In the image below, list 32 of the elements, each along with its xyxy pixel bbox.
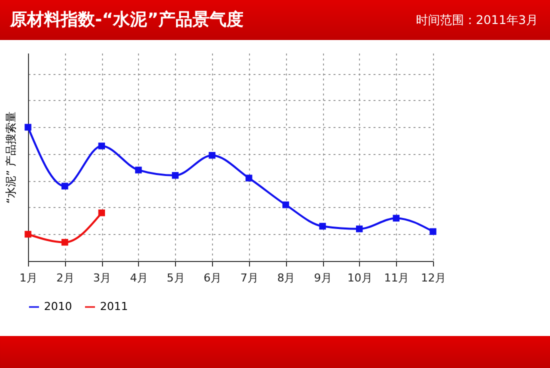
x-tick-label: 8月 xyxy=(277,272,296,284)
point xyxy=(208,152,216,159)
x-tick-label: 2月 xyxy=(56,272,74,284)
point xyxy=(61,182,68,190)
point xyxy=(246,174,252,182)
x-tick-label: 11月 xyxy=(384,272,410,284)
chart-title: 原材料指数-“水泥”产品景气度 xyxy=(10,9,244,31)
point xyxy=(282,201,290,208)
legend-label: 2011 xyxy=(100,300,128,313)
point xyxy=(24,124,32,131)
x-tick-label: 4月 xyxy=(130,272,148,284)
x-tick-label: 10月 xyxy=(347,272,372,284)
x-tick-label: 7月 xyxy=(240,272,258,284)
point xyxy=(24,230,32,238)
point xyxy=(61,238,68,246)
point xyxy=(135,166,142,174)
legend-label: 2010 xyxy=(44,300,72,313)
text: 时间范围：2011年3月 xyxy=(416,12,538,29)
point xyxy=(430,228,436,235)
x-tick-label: 9月 xyxy=(314,272,332,284)
x-tick-label: 12月 xyxy=(421,272,446,284)
point xyxy=(98,142,105,150)
x-tick-label: 6月 xyxy=(204,272,222,284)
point xyxy=(356,226,363,232)
x-tick-label: 5月 xyxy=(166,272,185,284)
x-tick-label: 1月 xyxy=(20,272,38,284)
point xyxy=(172,172,179,179)
x-tick-label: 3月 xyxy=(93,272,112,284)
y-axis-title: “水泥” 产品搜索量 xyxy=(4,112,18,204)
point xyxy=(98,209,105,216)
point xyxy=(392,214,400,222)
point xyxy=(319,222,326,230)
